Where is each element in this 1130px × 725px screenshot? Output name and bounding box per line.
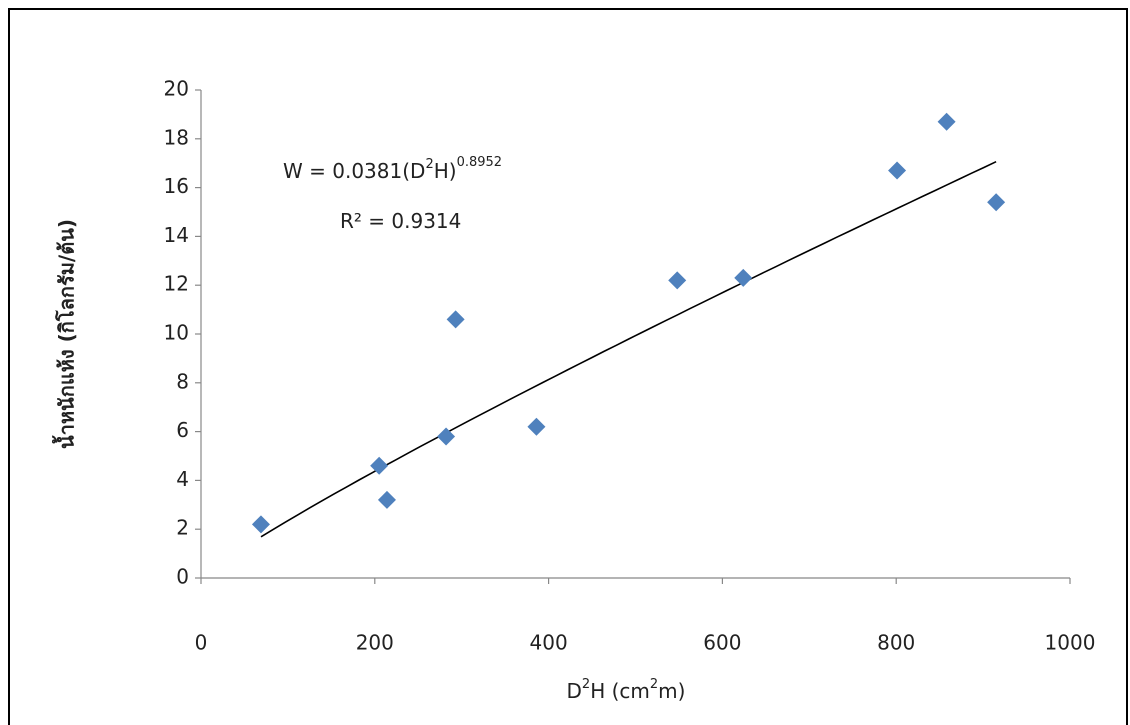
data-point	[734, 268, 753, 287]
y-tick-label: 0	[176, 565, 189, 589]
x-tick-label: 800	[877, 631, 915, 655]
trend-equation: W = 0.0381(D2H)0.8952	[283, 155, 502, 183]
y-tick-label: 6	[176, 418, 189, 442]
x-tick-label: 1000	[1045, 631, 1096, 655]
data-point	[370, 456, 389, 475]
x-axis-title: D2H (cm2m)	[567, 677, 686, 703]
y-tick-label: 20	[164, 77, 189, 101]
x-tick-label: 600	[703, 631, 741, 655]
r2-part: R² =	[340, 209, 391, 233]
x-title-part: D	[567, 679, 582, 703]
data-point	[888, 161, 907, 180]
y-axis-title: น้ำหนักแห้ง (กิโลกรัม/ต้น)	[52, 219, 79, 449]
eq-part: H)	[434, 159, 457, 183]
r-squared: R² = 0.9314	[340, 209, 461, 233]
y-tick-label: 4	[176, 467, 189, 491]
data-point	[446, 310, 465, 329]
x-tick-label: 200	[356, 631, 394, 655]
data-point	[377, 490, 396, 509]
eq-part: (D	[402, 159, 425, 183]
y-tick-label: 8	[176, 369, 189, 393]
x-tick-label: 400	[530, 631, 568, 655]
data-point	[937, 112, 956, 131]
data-point	[987, 193, 1006, 212]
y-tick-label: 18	[164, 125, 189, 149]
r2-value: 0.9314	[391, 209, 461, 233]
y-tick-label: 12	[164, 272, 189, 296]
data-point	[251, 515, 270, 534]
y-tick-label: 10	[164, 321, 189, 345]
x-title-part: m)	[658, 679, 685, 703]
y-tick-label: 14	[164, 223, 189, 247]
chart-frame	[8, 8, 1128, 725]
x-title-sup: 2	[650, 677, 658, 692]
data-point	[437, 427, 456, 446]
x-title-part: H (cm	[590, 679, 650, 703]
data-point	[527, 417, 546, 436]
x-title-sup: 2	[582, 677, 590, 692]
eq-coefficient: 0.0381	[332, 159, 402, 183]
eq-exponent: 0.8952	[457, 155, 503, 170]
x-tick-label: 0	[195, 631, 208, 655]
y-tick-label: 2	[176, 516, 189, 540]
data-point	[668, 271, 687, 290]
y-tick-label: 16	[164, 174, 189, 198]
eq-sup: 2	[425, 157, 433, 172]
eq-part: W =	[283, 159, 332, 183]
